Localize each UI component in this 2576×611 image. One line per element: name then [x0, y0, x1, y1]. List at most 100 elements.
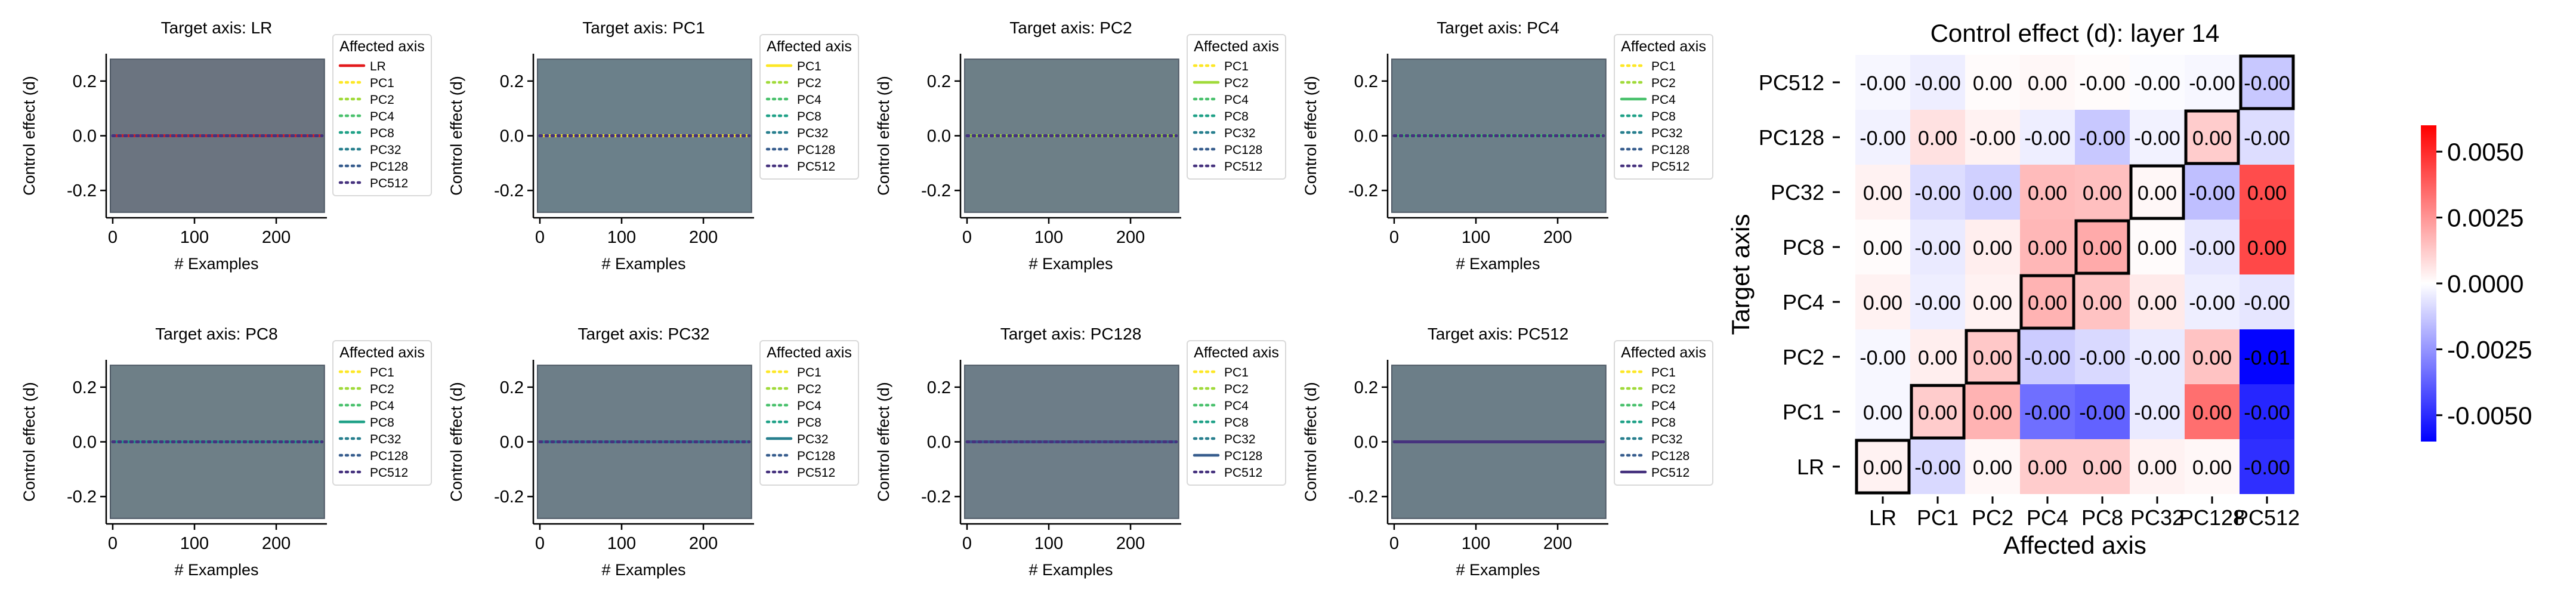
heatmap-cell-label: 0.00 [2083, 292, 2122, 314]
heatmap-y-axis-label: Target axis [1726, 214, 1755, 335]
y-tick-label: 0.2 [500, 378, 524, 397]
heatmap-cell [2240, 274, 2294, 329]
heatmap-y-tick-label: PC2 [1783, 345, 1824, 369]
heatmap-cell [2240, 220, 2294, 274]
y-axis-label: Control effect (d) [1302, 382, 1320, 502]
heatmap-cell [1965, 384, 2020, 439]
legend-label: PC32 [797, 433, 829, 446]
legend-label: PC32 [797, 126, 829, 140]
legend-label: PC8 [1224, 416, 1249, 430]
heatmap-cell-label: -0.00 [2024, 402, 2071, 424]
x-tick-label: 100 [180, 534, 209, 553]
heatmap-cell-label: -0.00 [2079, 127, 2126, 150]
y-axis-label: Control effect (d) [447, 382, 465, 502]
heatmap-cell [2185, 110, 2240, 165]
heatmap-cell-label: -0.00 [1969, 127, 2016, 150]
y-tick-label: 0.0 [73, 433, 97, 452]
heatmap-cell-label: 0.00 [2028, 292, 2067, 314]
heatmap-cell-label: -0.00 [2189, 72, 2235, 95]
legend-label: PC512 [370, 177, 408, 190]
colorbar-tick-label: 0.0050 [2447, 138, 2524, 166]
heatmap-cell [1855, 55, 1910, 110]
x-axis-label: # Examples [1456, 255, 1540, 273]
legend-label: PC512 [797, 160, 835, 174]
heatmap-x-tick-label: PC1 [1917, 505, 1959, 530]
panel-pc2: Target axis: PC2 0.2 0.0 -0.2 0 100 200# Examp… [875, 18, 1286, 273]
legend-title: Affected axis [339, 38, 425, 55]
legend-box [1187, 340, 1286, 486]
heatmap-cell-label: -0.00 [1860, 72, 1906, 95]
legend-label: PC4 [1224, 399, 1249, 413]
legend-label: PC32 [1224, 126, 1256, 140]
heatmap-cell [1910, 220, 1965, 274]
heatmap-cell [1910, 329, 1965, 384]
heatmap-cell-label: -0.00 [1914, 292, 1961, 314]
heatmap-title: Control effect (d): layer 14 [1931, 19, 2220, 47]
heatmap-cell [1910, 55, 1965, 110]
heatmap-cell [1965, 55, 2020, 110]
legend-label: PC8 [1224, 110, 1249, 124]
heatmap-cell-label: 0.00 [2083, 456, 2122, 479]
legend-box [332, 34, 432, 196]
x-tick-label: 200 [689, 228, 718, 247]
legend-box [1187, 34, 1286, 180]
heatmap-cell-label: -0.00 [2134, 127, 2180, 150]
colorbar [2421, 125, 2436, 442]
heatmap-x-tick-label: PC32 [2130, 505, 2184, 530]
legend-box [759, 34, 859, 180]
heatmap-y-tick-label: LR [1797, 455, 1824, 479]
legend-label: PC2 [797, 382, 821, 396]
panel-pc128: Target axis: PC128 0.2 0.0 -0.2 0 100 200# Exa… [875, 325, 1286, 579]
heatmap-x-axis-label: Affected axis [2003, 531, 2146, 559]
y-tick-label: 0.2 [73, 72, 97, 91]
line-panels: Target axis: LR0.20.0-0.20 100 200# Exampl… [20, 18, 1713, 579]
heatmap-cell [2130, 384, 2185, 439]
heatmap-cell-label: 0.00 [2138, 182, 2177, 205]
y-tick-label: 0.2 [73, 378, 97, 397]
heatmap-cell-label: -0.01 [2244, 347, 2290, 369]
legend-label: PC128 [1224, 449, 1262, 463]
heatmap-cell [2020, 220, 2075, 274]
heatmap-cell [1855, 220, 1910, 274]
heatmap-cell-label: -0.00 [2244, 72, 2290, 95]
legend-title: Affected axis [339, 344, 425, 361]
heatmap-cell-label: 0.00 [2028, 456, 2067, 479]
legend-label: PC1 [1224, 60, 1249, 73]
colorbar-tick-label: 0.0025 [2447, 204, 2524, 232]
x-tick-label: 200 [1116, 534, 1145, 553]
legend-title: Affected axis [1621, 344, 1706, 361]
legend-label: PC1 [370, 366, 394, 379]
legend-label: PC1 [1224, 366, 1249, 379]
heatmap-cell [2130, 329, 2185, 384]
y-tick-label: 0.0 [1354, 433, 1378, 452]
heatmap-cell-label: 0.00 [1973, 456, 2012, 479]
heatmap-cell [2185, 274, 2240, 329]
heatmap-cell [1855, 165, 1910, 220]
heatmap-cell [2020, 439, 2075, 494]
legend-label: PC4 [370, 399, 394, 413]
heatmap-cell-label: 0.00 [2192, 127, 2232, 150]
legend-label: PC2 [1651, 76, 1676, 90]
heatmap-cell-label: 0.00 [2192, 347, 2232, 369]
legend-box [1614, 340, 1713, 486]
heatmap-cell [2075, 274, 2130, 329]
heatmap-cell-label: -0.00 [2134, 402, 2180, 424]
legend-label: PC128 [797, 449, 835, 463]
y-tick-label: -0.2 [494, 181, 524, 200]
heatmap-cell [2130, 55, 2185, 110]
heatmap-cell-label: -0.00 [2189, 292, 2235, 314]
heatmap-cell [1965, 274, 2020, 329]
heatmap-cell-label: 0.00 [1973, 237, 2012, 260]
legend-label: PC128 [370, 160, 408, 174]
heatmap-cell [1855, 439, 1910, 494]
heatmap-cell [1855, 329, 1910, 384]
heatmap-cell [2130, 165, 2185, 220]
heatmap-cell-label: -0.00 [1914, 72, 1961, 95]
heatmap-x-tick-label: PC512 [2234, 505, 2300, 530]
legend-label: PC4 [1651, 399, 1676, 413]
heatmap-cell [2130, 110, 2185, 165]
heatmap-cell-label: 0.00 [2138, 237, 2177, 260]
legend-label: PC128 [1651, 143, 1689, 157]
legend-label: PC512 [1651, 466, 1689, 480]
diagonal-outline [1910, 384, 1966, 440]
